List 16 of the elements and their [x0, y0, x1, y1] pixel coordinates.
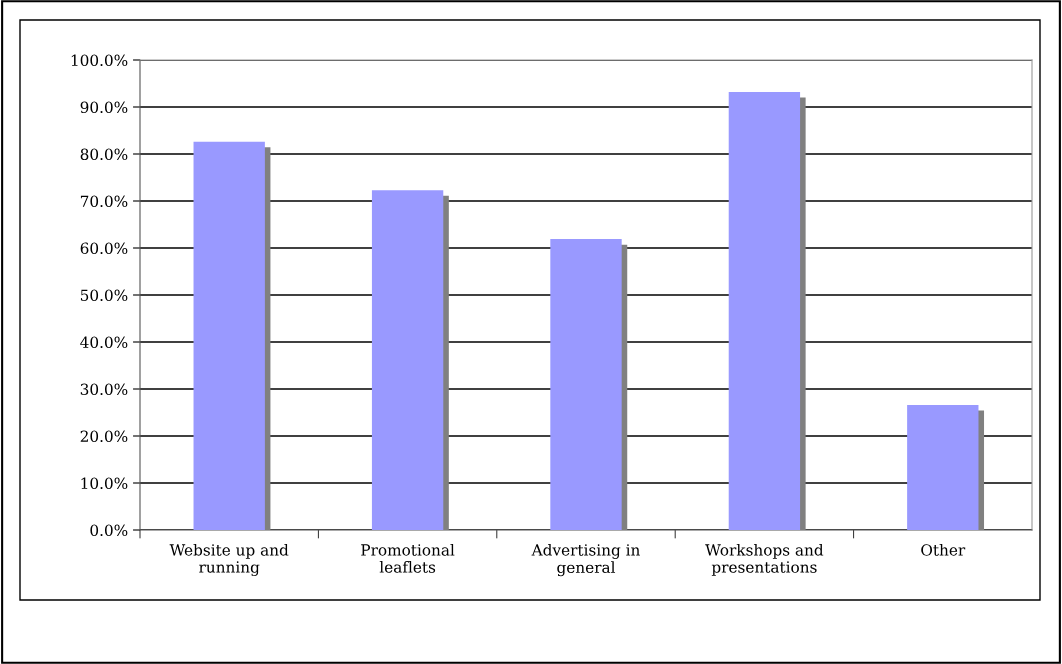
x-tick-label: Other — [921, 543, 966, 556]
y-tick-label: 80.0% — [80, 148, 128, 161]
x-tick-label: Advertising in general — [531, 543, 640, 577]
x-tick-label: Website up and running — [169, 543, 289, 576]
x-tick-label: Promotional leaflets — [361, 543, 455, 573]
y-tick-label: 60.0% — [80, 242, 128, 255]
y-tick-label: 0.0% — [90, 524, 128, 537]
x-tick-label: Workshops and presentations — [705, 543, 824, 576]
y-tick-label: 20.0% — [80, 430, 128, 443]
y-tick-label: 10.0% — [81, 477, 128, 490]
y-tick-label: 90.0% — [80, 101, 128, 114]
y-tick-label: 70.0% — [80, 195, 128, 208]
y-tick-label: 40.0% — [80, 336, 128, 349]
y-tick-label: 30.0% — [80, 383, 128, 396]
y-tick-label: 100.0% — [71, 54, 128, 67]
y-tick-label: 50.0% — [80, 289, 128, 302]
